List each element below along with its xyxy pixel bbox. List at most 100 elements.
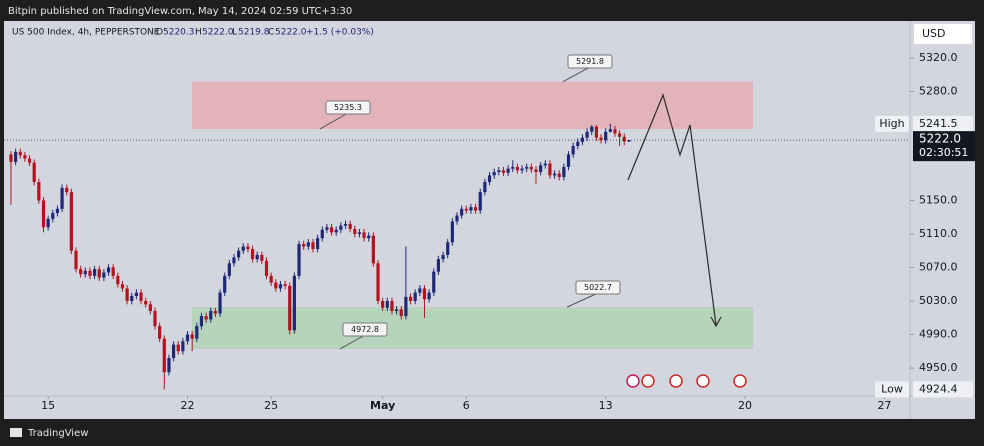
candle-body [102,272,106,278]
marker-value-box [913,381,973,398]
candle-body [506,168,510,173]
candle-body [534,169,538,172]
candle-body [69,192,73,251]
candle-body [250,249,255,260]
y-tick-label: 5110.0 [919,227,958,240]
candle-body [204,316,208,320]
published-line: Bitpin published on TradingView.com, May… [8,6,352,17]
candle-body [199,316,204,327]
candle-body [594,126,598,138]
event-icon[interactable] [696,374,710,388]
legend-key: H [195,28,202,38]
symbol-legend: US 500 Index, 4h, PEPPERSTONE O 5220.3 H… [12,28,374,38]
callout-box [575,280,621,295]
candle-body [576,141,580,146]
legend-value: 5219.8 [238,28,270,38]
candle-body [622,136,626,142]
candle-body [446,242,450,255]
y-tick-label: 5030.0 [919,294,958,307]
candle-body [353,228,357,234]
candle-body [539,165,543,172]
candle-body [608,129,612,132]
candle-body [144,300,148,305]
y-tick-label: 5150.0 [919,193,958,206]
candle-body [269,275,273,283]
marker-name: High [879,117,904,130]
candle-body [311,242,315,250]
candle-body [385,300,389,308]
candle-body [599,137,603,141]
candle-body [627,140,631,142]
candle-body [450,221,454,243]
candle-body [23,155,27,159]
candle-body [260,254,264,261]
event-icon[interactable] [669,374,683,388]
candle-body [158,326,162,339]
candle-body [297,244,301,276]
candle-body [381,300,385,308]
candle-body [130,295,134,301]
candle-body [590,126,594,132]
candle-body [246,246,250,250]
candle-body [125,288,129,301]
legend-key: O [156,28,163,38]
candle-body [571,145,575,155]
candle-body [339,225,343,230]
legend-key: C [268,28,274,38]
currency-box[interactable] [914,24,972,44]
legend-value: 5222.0 [275,28,307,38]
x-tick-label: 6 [463,399,470,412]
event-icon[interactable] [626,374,640,388]
marker-name: Low [881,382,903,395]
marker-value-box [913,115,973,132]
candle-body [167,357,171,373]
candle-body [515,166,519,171]
candle-body [283,284,287,286]
x-tick-label: 22 [181,399,195,412]
x-tick-label: 15 [41,399,55,412]
candle-body [557,173,561,177]
candle-body [83,270,87,275]
candle-body [88,270,92,276]
candle-body [325,227,329,230]
currency: USD [922,27,946,40]
candle-body [580,137,585,142]
event-icon[interactable] [733,374,747,388]
projection-arrow [710,316,722,328]
callout-line [319,112,349,130]
brand: TradingView [27,428,88,439]
candle-body [408,296,413,301]
candle-body [213,311,217,314]
callout-box [342,322,388,337]
candle-body [460,208,464,216]
candle-body [320,229,324,239]
marker-value: 4924.4 [919,382,958,395]
candle-body [520,168,524,171]
candle-body [32,162,36,183]
marker-value: 5241.5 [919,117,958,130]
legend-key: L [232,28,237,38]
candle-body [348,223,352,229]
callout-label: 5022.7 [584,283,612,292]
candle-body [473,207,478,211]
candle-body [399,309,403,317]
plot: 5291.8 5235.3 5022.7 4972.8 5320.0 5280.0 5150… [4,51,975,412]
candle-body [618,133,622,137]
candle-body [37,182,41,201]
candle-body [357,232,362,234]
event-icon[interactable] [641,374,655,388]
y-tick-label: 5070.0 [919,260,958,273]
callout-line [339,334,366,350]
chart-area [4,21,975,419]
callout-box [567,54,613,69]
candle-body [74,250,78,270]
y-tick-label: 5280.0 [919,85,958,98]
candle-body [464,208,468,211]
candle-body [223,275,227,293]
candle-body [241,246,245,251]
candle-body [422,288,427,300]
candle-body [395,309,399,312]
candle-body [306,242,310,247]
legend-value: 5220.3 [163,28,195,38]
y-tick-label: 4990.0 [919,328,958,341]
